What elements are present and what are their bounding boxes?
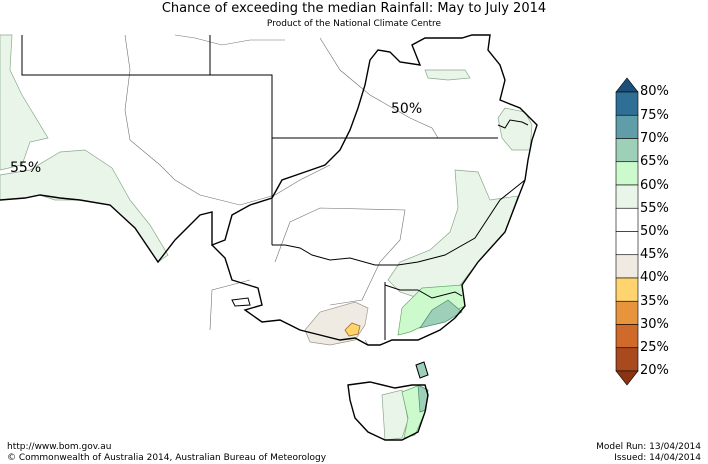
legend-label-55: 55% bbox=[640, 201, 669, 216]
region-55-tas bbox=[381, 389, 409, 441]
legend-label-40: 40% bbox=[640, 270, 669, 285]
footer-copyright: © Commonwealth of Australia 2014, Austra… bbox=[7, 453, 327, 463]
legend-bottom-arrow bbox=[615, 370, 639, 386]
footer-run-info: Model Run: 13/04/2014 Issued: 14/04/2014 bbox=[596, 442, 701, 464]
legend-label-30: 30% bbox=[640, 317, 669, 332]
legend-swatch bbox=[615, 114, 639, 139]
legend-label-70: 70% bbox=[640, 131, 669, 146]
footer-credits: http://www.bom.gov.au © Commonwealth of … bbox=[7, 442, 326, 464]
legend-swatch bbox=[615, 254, 639, 279]
legend-label-20: 20% bbox=[640, 363, 669, 378]
legend-swatch bbox=[615, 138, 639, 163]
legend-swatch bbox=[615, 91, 639, 116]
legend-swatch bbox=[615, 324, 639, 349]
legend-label-80: 80% bbox=[640, 84, 669, 99]
legend-label-60: 60% bbox=[640, 178, 669, 193]
legend-label-45: 45% bbox=[640, 247, 669, 262]
map-label-50: 50% bbox=[391, 101, 423, 117]
map-label-55: 55% bbox=[10, 160, 42, 176]
kangaroo-island bbox=[231, 297, 251, 307]
legend-swatch bbox=[615, 231, 639, 256]
legend-swatch bbox=[615, 300, 639, 325]
legend-label-35: 35% bbox=[640, 294, 669, 309]
footer-model-run: Model Run: 13/04/2014 bbox=[596, 442, 701, 452]
legend-swatch bbox=[615, 161, 639, 186]
legend-label-25: 25% bbox=[640, 340, 669, 355]
region-65-nsw bbox=[419, 299, 463, 329]
map-title: Chance of exceeding the median Rainfall:… bbox=[161, 1, 547, 16]
region-35-vic bbox=[344, 322, 361, 337]
legend-label-50: 50% bbox=[640, 224, 669, 239]
legend-swatch bbox=[615, 347, 639, 372]
footer-issued: Issued: 14/04/2014 bbox=[614, 453, 701, 463]
footer-url[interactable]: http://www.bom.gov.au bbox=[7, 442, 112, 452]
region-55-north bbox=[424, 69, 471, 81]
flinders-island bbox=[415, 361, 429, 379]
legend-top-arrow bbox=[615, 77, 639, 93]
map-subtitle: Product of the National Climate Centre bbox=[266, 19, 442, 29]
region-55-west bbox=[0, 34, 49, 171]
state-borders bbox=[21, 35, 529, 340]
legend-swatch bbox=[615, 277, 639, 302]
legend-label-65: 65% bbox=[640, 154, 669, 169]
mainland-coastline bbox=[0, 34, 538, 346]
legend-label-75: 75% bbox=[640, 108, 669, 123]
tasmania-coastline bbox=[347, 381, 429, 441]
legend-swatch bbox=[615, 184, 639, 209]
legend-swatch bbox=[615, 207, 639, 232]
